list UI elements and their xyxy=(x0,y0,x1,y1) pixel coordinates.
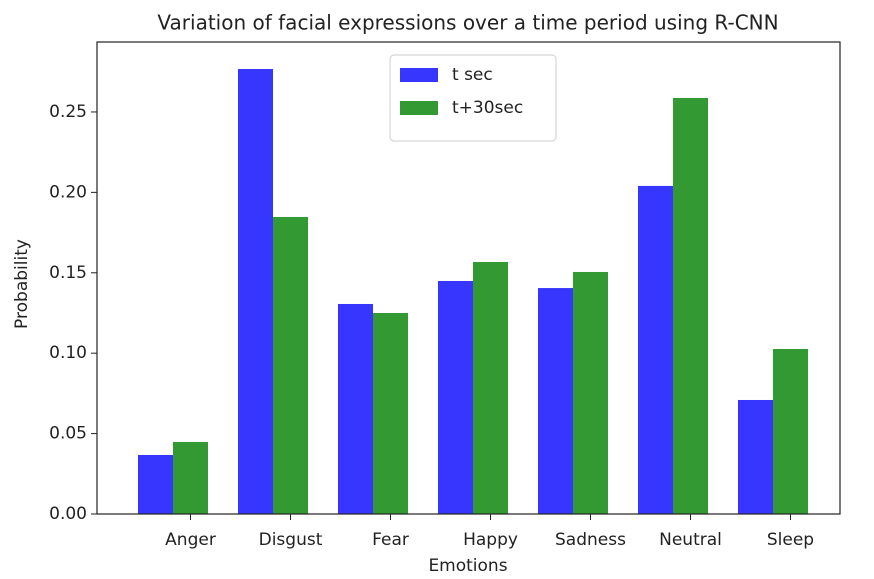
x-tick-label: Happy xyxy=(463,530,518,550)
bar xyxy=(773,349,808,514)
bar xyxy=(438,280,473,514)
legend-label: t+30sec xyxy=(452,98,523,118)
y-tick-label: 0.20 xyxy=(49,182,87,202)
bar xyxy=(373,312,408,514)
bar xyxy=(573,271,608,514)
x-tick-label: Sleep xyxy=(767,530,814,550)
chart-title: Variation of facial expressions over a t… xyxy=(157,11,778,35)
legend-label: t sec xyxy=(452,65,493,85)
x-tick-label: Neutral xyxy=(659,530,722,550)
y-tick-label: 0.10 xyxy=(49,343,87,363)
x-tick-label: Fear xyxy=(372,530,409,550)
bar xyxy=(538,288,573,514)
plot-frame xyxy=(96,41,841,515)
legend-swatch xyxy=(400,101,438,115)
y-axis-label: Probability xyxy=(12,239,32,329)
x-tick-label: Anger xyxy=(165,530,216,550)
bar xyxy=(138,454,173,514)
y-tick-label: 0.15 xyxy=(49,263,87,283)
bar xyxy=(638,185,673,514)
x-tick-label: Disgust xyxy=(259,530,323,550)
bar xyxy=(473,261,508,514)
y-tick-label: 0.25 xyxy=(49,102,87,122)
x-axis-label: Emotions xyxy=(428,556,507,576)
bar xyxy=(738,399,773,514)
y-tick-label: 0.05 xyxy=(49,424,87,444)
legend-swatch xyxy=(400,68,438,82)
bar xyxy=(238,69,273,514)
bar xyxy=(338,303,373,514)
bar xyxy=(273,216,308,515)
y-tick-label: 0.00 xyxy=(49,504,87,524)
bar xyxy=(673,97,708,514)
x-tick-label: Sadness xyxy=(555,530,626,550)
bar xyxy=(173,441,208,514)
